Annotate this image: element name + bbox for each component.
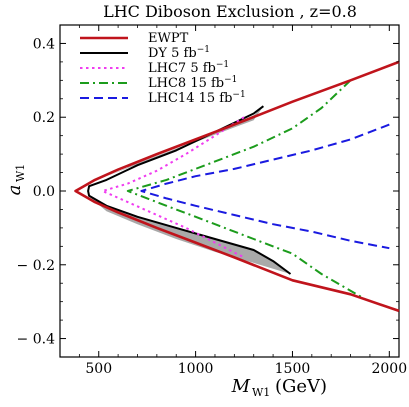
lower-gray-region xyxy=(89,196,291,274)
x-axis-label: M xyxy=(231,376,251,397)
legend-label-sup: −1 xyxy=(224,75,237,85)
x-tick-label: 500 xyxy=(85,361,112,377)
series-line-3 xyxy=(126,79,367,301)
legend-label-sup: −1 xyxy=(216,60,229,70)
series-line-4 xyxy=(140,123,390,250)
x-axis-label-unit: (GeV) xyxy=(275,376,327,397)
legend-label: LHC14 15 fb−1 xyxy=(148,90,246,106)
legend-label-sup: −1 xyxy=(232,90,245,100)
legend-label: DY 5 fb−1 xyxy=(148,45,210,61)
x-tick-label: 1500 xyxy=(275,361,311,377)
y-tick-label: 0.2 xyxy=(33,110,55,126)
y-axis-label-sub: W1 xyxy=(14,164,27,182)
series-lines xyxy=(74,60,400,313)
x-axis-label-sub: W1 xyxy=(252,386,270,399)
y-tick-label: − 0.2 xyxy=(17,258,55,274)
series-line-0 xyxy=(74,60,400,313)
axis-ticks: 500 1000 1500 2000 − 0.4 − 0.2 0.0 0.2 0.4 xyxy=(17,25,407,377)
legend-label-sup: −1 xyxy=(197,45,210,55)
legend-label: LHC7 5 fb−1 xyxy=(148,60,229,76)
shaded-regions xyxy=(89,106,291,274)
y-tick-label: 0.0 xyxy=(33,184,55,200)
x-tick-label: 2000 xyxy=(371,361,407,377)
series-line-1 xyxy=(87,105,292,275)
y-tick-label: 0.4 xyxy=(33,36,55,52)
legend-label: EWPT xyxy=(148,31,189,46)
legend-label: LHC8 15 fb−1 xyxy=(148,75,237,91)
y-axis-label: a xyxy=(4,185,25,196)
chart-title: LHC Diboson Exclusion , z=0.8 xyxy=(103,2,357,21)
y-axis-label-group: a W1 xyxy=(4,164,27,196)
x-tick-label: 1000 xyxy=(178,361,214,377)
y-tick-label: − 0.4 xyxy=(17,332,56,348)
